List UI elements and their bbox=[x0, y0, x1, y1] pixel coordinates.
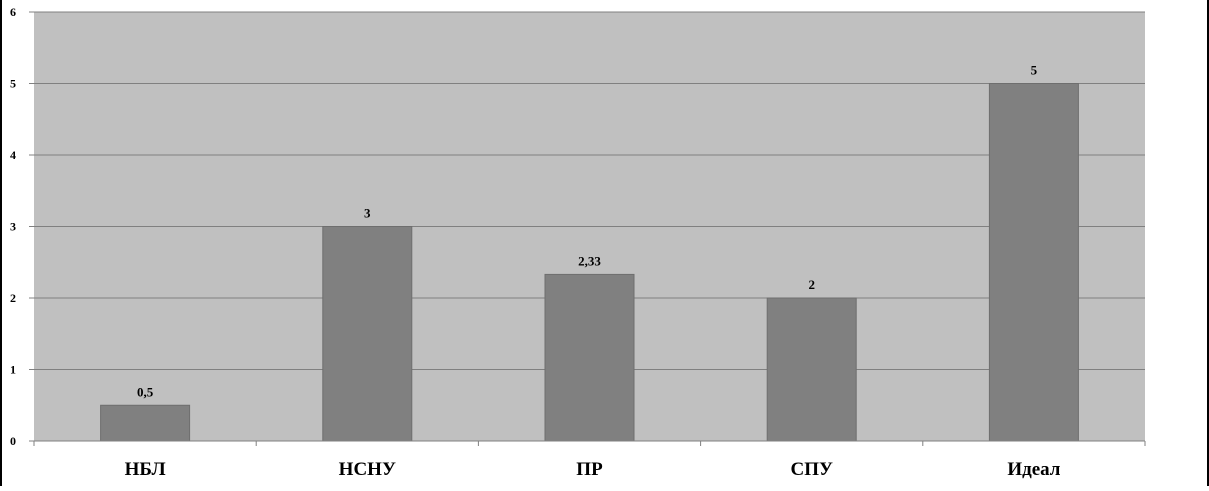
y-tick-label: 6 bbox=[10, 5, 16, 19]
y-tick-label: 3 bbox=[10, 220, 16, 234]
bars bbox=[100, 83, 1079, 442]
data-label: 5 bbox=[1031, 63, 1038, 78]
y-axis-ticks: 0 1 2 3 4 5 6 bbox=[10, 5, 34, 448]
x-tick-label: Идеал bbox=[1007, 459, 1060, 480]
data-label: 0,5 bbox=[137, 384, 154, 399]
x-tick-label: НСНУ bbox=[339, 459, 396, 480]
y-tick-label: 5 bbox=[10, 77, 16, 91]
data-label: 3 bbox=[364, 206, 371, 221]
y-tick-label: 4 bbox=[10, 148, 16, 162]
bar bbox=[544, 273, 635, 442]
bar bbox=[322, 226, 413, 442]
data-label: 2,33 bbox=[578, 253, 601, 268]
bar bbox=[766, 297, 857, 442]
x-tick-label: СПУ bbox=[790, 459, 833, 480]
data-labels: 0,5 3 2,33 2 5 bbox=[137, 63, 1038, 400]
y-tick-label: 2 bbox=[10, 291, 16, 305]
x-tick-label: ПР bbox=[576, 459, 603, 480]
x-tick-label: НБЛ bbox=[125, 459, 166, 480]
x-axis-ticks: НБЛ НСНУ ПР СПУ Идеал bbox=[33, 441, 1146, 480]
y-tick-label: 1 bbox=[10, 363, 16, 377]
y-tick-label: 0 bbox=[10, 434, 16, 448]
bar bbox=[988, 83, 1079, 442]
bar bbox=[100, 404, 191, 442]
data-label: 2 bbox=[808, 277, 815, 292]
